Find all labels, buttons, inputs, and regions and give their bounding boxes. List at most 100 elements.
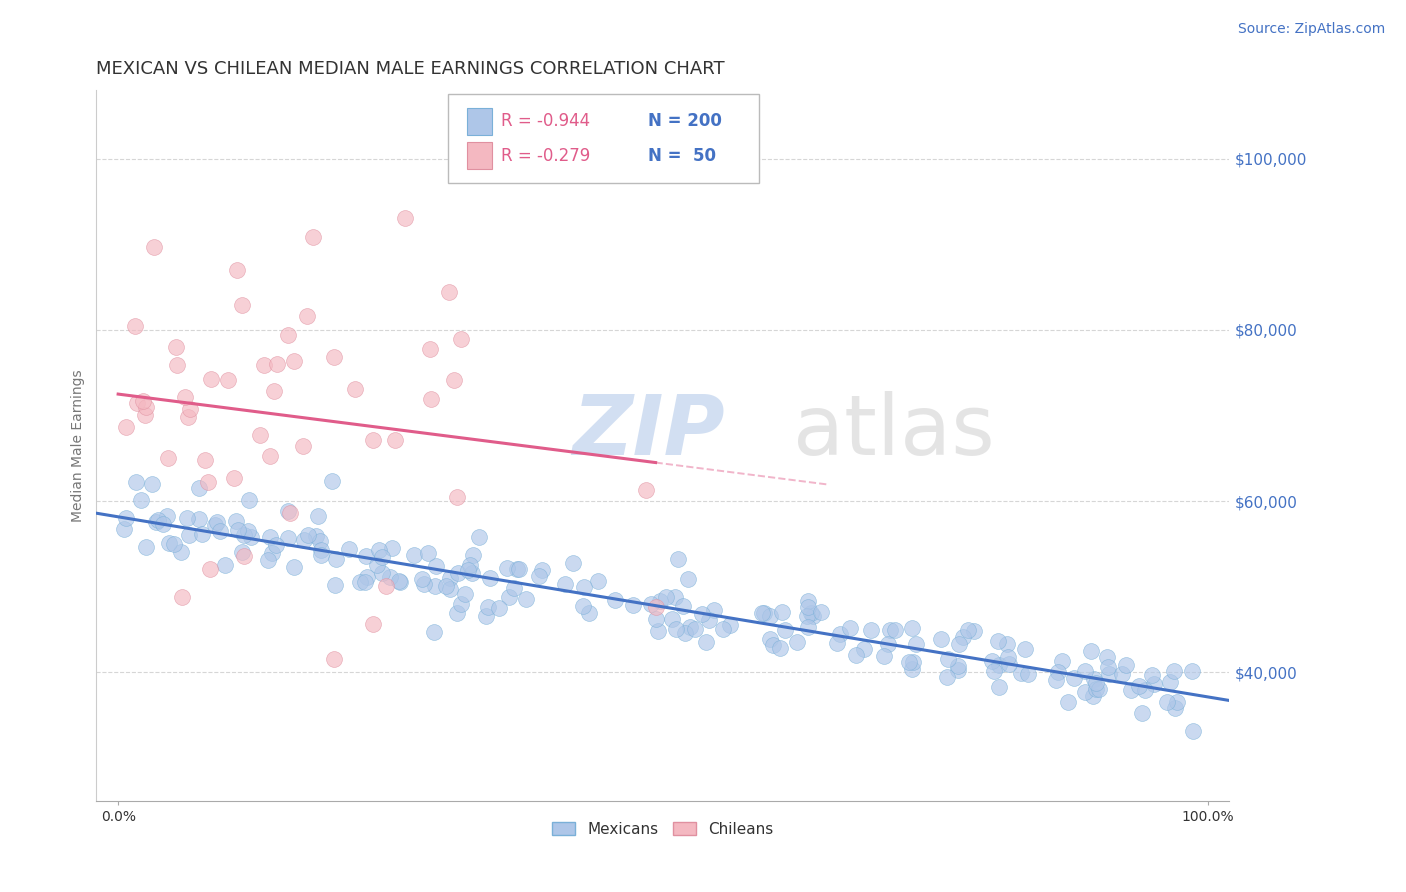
Point	[446, 606, 468, 620]
Point	[143, 240, 166, 254]
Point	[769, 640, 792, 655]
Point	[810, 605, 832, 619]
Point	[488, 601, 510, 615]
Point	[112, 522, 135, 536]
Point	[703, 602, 725, 616]
Point	[238, 524, 260, 538]
Point	[172, 590, 194, 604]
Point	[676, 572, 699, 586]
Point	[446, 490, 468, 504]
Point	[572, 599, 595, 614]
Point	[752, 606, 775, 620]
Point	[450, 332, 472, 346]
Point	[1135, 683, 1157, 698]
Point	[231, 545, 253, 559]
Point	[413, 576, 436, 591]
Point	[349, 574, 371, 589]
Point	[305, 529, 328, 543]
Point	[156, 509, 179, 524]
Point	[323, 350, 346, 364]
Point	[690, 607, 713, 621]
Point	[879, 624, 901, 638]
Point	[458, 558, 481, 573]
Point	[197, 475, 219, 489]
Point	[307, 508, 329, 523]
Point	[311, 548, 333, 562]
Point	[411, 572, 433, 586]
Point	[498, 590, 520, 604]
Point	[664, 591, 686, 605]
Point	[217, 373, 239, 387]
Point	[645, 612, 668, 626]
Point	[665, 623, 688, 637]
Point	[322, 651, 344, 665]
Point	[378, 570, 401, 584]
Point	[998, 657, 1021, 671]
Point	[1095, 649, 1118, 664]
Point	[1073, 665, 1095, 679]
Point	[1081, 690, 1104, 704]
FancyBboxPatch shape	[447, 94, 759, 183]
Point	[418, 545, 440, 559]
Point	[266, 357, 288, 371]
Text: R = -0.944: R = -0.944	[501, 112, 591, 130]
Point	[1119, 682, 1142, 697]
Point	[786, 635, 808, 649]
Point	[952, 630, 974, 644]
Point	[205, 515, 228, 529]
Point	[402, 548, 425, 562]
Point	[226, 523, 249, 537]
Point	[450, 597, 472, 611]
Point	[295, 310, 318, 324]
Point	[1098, 666, 1121, 681]
Point	[1181, 664, 1204, 678]
Point	[673, 626, 696, 640]
Point	[188, 481, 211, 495]
Point	[699, 613, 721, 627]
Point	[586, 574, 609, 589]
Point	[283, 354, 305, 368]
Y-axis label: Median Male Earnings: Median Male Earnings	[72, 369, 86, 522]
Point	[797, 594, 820, 608]
Point	[461, 549, 484, 563]
Point	[191, 526, 214, 541]
Point	[356, 570, 378, 584]
Point	[253, 358, 276, 372]
Point	[962, 624, 984, 639]
Point	[948, 663, 970, 677]
Text: ZIP: ZIP	[572, 391, 725, 472]
Point	[981, 653, 1004, 667]
Point	[1156, 695, 1178, 709]
Point	[1163, 665, 1185, 679]
Point	[277, 328, 299, 343]
Point	[1083, 672, 1105, 686]
Point	[343, 382, 366, 396]
Point	[177, 527, 200, 541]
Point	[695, 635, 717, 649]
Point	[231, 298, 253, 312]
Point	[800, 606, 823, 620]
Point	[825, 636, 848, 650]
Point	[325, 552, 347, 566]
Point	[134, 408, 156, 422]
Point	[368, 543, 391, 558]
Point	[443, 373, 465, 387]
Point	[292, 439, 315, 453]
Point	[308, 534, 330, 549]
Point	[176, 410, 198, 425]
Point	[321, 474, 343, 488]
Point	[1166, 695, 1188, 709]
Point	[125, 395, 148, 409]
Point	[515, 591, 537, 606]
Point	[361, 433, 384, 447]
Point	[148, 512, 170, 526]
Point	[297, 528, 319, 542]
Point	[323, 578, 346, 592]
Point	[506, 561, 529, 575]
Point	[661, 612, 683, 626]
Point	[852, 642, 875, 657]
Point	[478, 571, 501, 585]
Point	[425, 558, 447, 573]
Point	[770, 605, 793, 619]
Text: N = 200: N = 200	[648, 112, 723, 130]
